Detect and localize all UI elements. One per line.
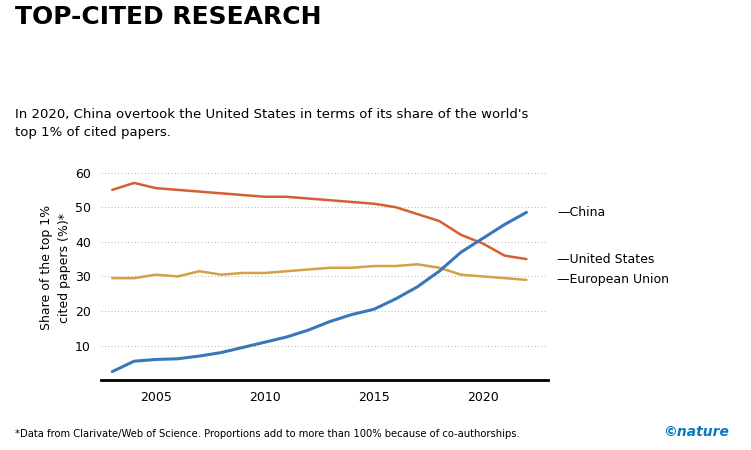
Text: ©nature: ©nature bbox=[662, 425, 728, 439]
Text: *Data from Clarivate/Web of Science. Proportions add to more than 100% because o: *Data from Clarivate/Web of Science. Pro… bbox=[15, 429, 520, 439]
Text: —European Union: —European Union bbox=[557, 273, 669, 286]
Text: TOP-CITED RESEARCH: TOP-CITED RESEARCH bbox=[15, 4, 321, 28]
Text: —China: —China bbox=[557, 206, 605, 219]
Text: —United States: —United States bbox=[557, 252, 655, 266]
Text: In 2020, China overtook the United States in terms of its share of the world's
t: In 2020, China overtook the United State… bbox=[15, 108, 529, 139]
Y-axis label: Share of the top 1%
cited papers (%)*: Share of the top 1% cited papers (%)* bbox=[40, 205, 71, 330]
